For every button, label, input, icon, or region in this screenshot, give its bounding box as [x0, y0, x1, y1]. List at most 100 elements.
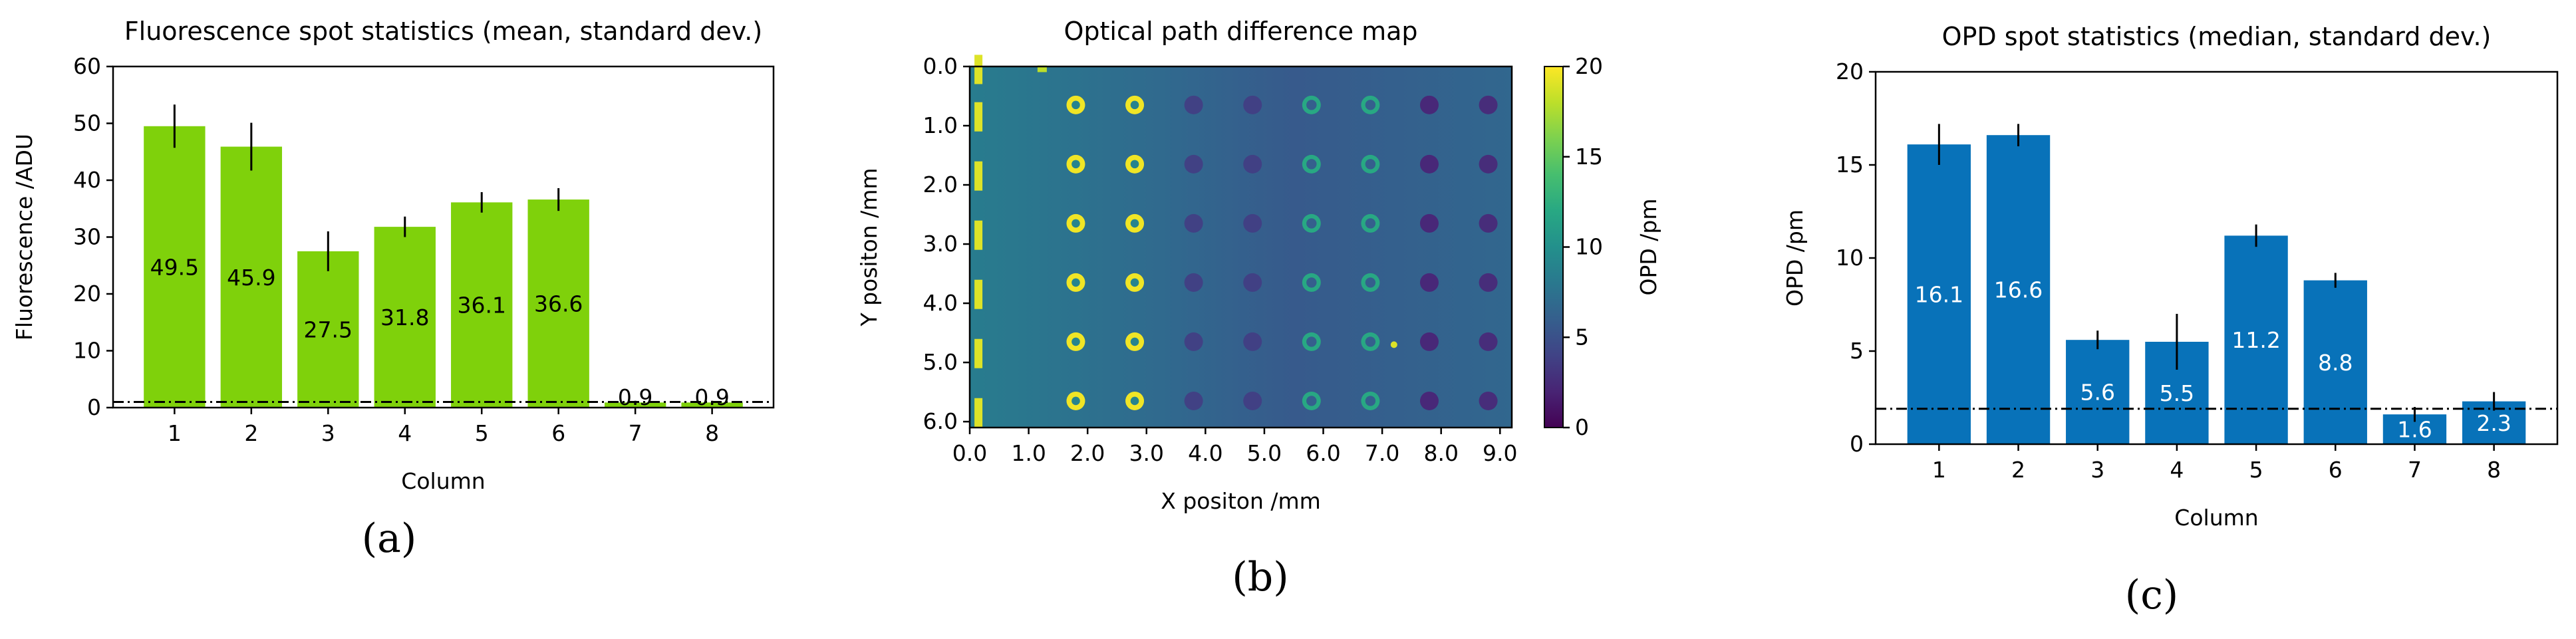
value-label-8: 0.9: [694, 384, 729, 410]
colorbar-tick-label: 5: [1575, 324, 1589, 350]
spot-core-c6-r6: [1365, 396, 1376, 406]
x-axis-label: X positon /mm: [1161, 488, 1321, 514]
spot-c8-r6: [1479, 391, 1498, 410]
edge-feature-5: [974, 279, 983, 309]
spot-core-c5-r5: [1306, 336, 1317, 347]
spot-core-c5-r6: [1306, 396, 1317, 406]
value-label-6: 36.6: [534, 291, 583, 317]
x-tick-label: 3.0: [1129, 440, 1164, 466]
y-tick-label: 20: [1836, 59, 1864, 84]
x-tick-label: 2: [244, 420, 258, 446]
x-tick-label: 7: [2408, 457, 2422, 483]
x-tick-label: 4.0: [1188, 440, 1222, 466]
y-tick-label: 10: [73, 338, 101, 364]
spot-c4-r3: [1243, 213, 1262, 233]
spot-c3-r2: [1184, 154, 1203, 174]
x-tick-label: 5: [475, 420, 489, 446]
spot-core-c5-r3: [1306, 218, 1317, 229]
value-label-1: 49.5: [150, 254, 199, 280]
edge-feature-2: [974, 102, 983, 132]
value-label-5: 36.1: [457, 293, 505, 319]
spot-c8-r3: [1479, 213, 1498, 233]
x-tick-label: 7.0: [1365, 440, 1399, 466]
value-label-8: 2.3: [2476, 410, 2511, 436]
spot-core-c1-r2: [1072, 160, 1080, 169]
y-tick-label: 0: [87, 394, 101, 420]
spot-core-c2-r2: [1130, 160, 1139, 169]
y-tick-label: 20: [73, 281, 101, 307]
value-label-7: 0.9: [618, 384, 652, 410]
spot-c3-r5: [1184, 332, 1203, 351]
bar-4: [374, 227, 436, 408]
edge-feature-3: [974, 161, 983, 191]
x-tick-label: 4: [2170, 457, 2184, 483]
x-tick-label: 8.0: [1423, 440, 1458, 466]
y-tick-label: 15: [1836, 152, 1864, 178]
y-tick-label: 0: [1850, 431, 1864, 457]
value-label-5: 11.2: [2231, 327, 2280, 353]
spot-core-c2-r6: [1130, 396, 1139, 406]
spot-core-c6-r2: [1365, 159, 1376, 170]
spot-core-c6-r5: [1365, 336, 1376, 347]
x-tick-label: 6: [2329, 457, 2343, 483]
spot-core-c5-r4: [1306, 277, 1317, 288]
bar-5: [451, 202, 513, 408]
colorbar-tick-label: 10: [1575, 234, 1603, 260]
y-tick-label: 5.0: [923, 349, 958, 375]
spot-c4-r1: [1243, 95, 1262, 114]
spot-core-c2-r3: [1130, 219, 1139, 228]
edge-feature-1: [974, 55, 983, 84]
spot-c8-r1: [1479, 95, 1498, 114]
value-label-2: 16.6: [1994, 277, 2043, 303]
chart-title: Optical path difference map: [1064, 17, 1417, 46]
spot-c3-r6: [1184, 391, 1203, 410]
spot-core-c6-r4: [1365, 277, 1376, 288]
colorbar-tick-label: 0: [1575, 414, 1589, 440]
value-label-4: 5.5: [2160, 380, 2194, 406]
spot-c8-r4: [1479, 273, 1498, 292]
edge-feature-6: [974, 338, 983, 368]
spot-c7-r3: [1419, 213, 1439, 233]
spot-core-c2-r1: [1130, 100, 1139, 110]
bar-1: [1907, 144, 1971, 444]
y-tick-label: 30: [73, 224, 101, 250]
panel-label: (c): [2125, 572, 2178, 618]
x-tick-label: 3: [321, 420, 335, 446]
bar-8: [681, 402, 743, 408]
spot-c7-r6: [1419, 391, 1439, 410]
bar-2: [220, 146, 283, 408]
colorbar-label: OPD /pm: [1636, 199, 1661, 296]
x-axis-label: Column: [401, 468, 485, 494]
spot-core-c6-r1: [1365, 100, 1376, 110]
bar-1: [144, 126, 206, 408]
x-tick-label: 1: [168, 420, 182, 446]
colorbar-tick-label: 15: [1575, 144, 1603, 170]
y-axis-label: Y positon /mm: [856, 168, 882, 326]
colorbar-tick-label: 20: [1575, 53, 1603, 79]
spot-c7-r1: [1419, 95, 1439, 114]
plot-frame: [1874, 70, 2559, 446]
spot-c3-r1: [1184, 95, 1203, 114]
value-label-1: 16.1: [1915, 282, 1963, 308]
y-tick-label: 60: [73, 53, 101, 79]
spot-c7-r2: [1419, 154, 1439, 174]
value-label-6: 8.8: [2318, 350, 2353, 376]
value-label-3: 27.5: [304, 317, 353, 342]
y-tick-label: 2.0: [923, 172, 958, 197]
x-tick-label: 0.0: [952, 440, 987, 466]
plot-frame: [968, 65, 1513, 429]
value-label-2: 45.9: [227, 265, 275, 291]
spot-c7-r4: [1419, 273, 1439, 292]
spot-core-c5-r1: [1306, 100, 1317, 110]
fluorescence-chart: 49.5 45.9 27.5 31.8 36.1 36.6 0.9 0.9 0 10 20 30 40 5…: [11, 17, 775, 562]
y-tick-label: 40: [73, 167, 101, 193]
panel-label: (a): [362, 515, 417, 562]
x-tick-label: 1.0: [1011, 440, 1046, 466]
bar-3: [2066, 340, 2130, 444]
edge-feature-7: [974, 398, 983, 428]
chart-title: OPD spot statistics (median, standard de…: [1942, 22, 2492, 51]
spot-c4-r2: [1243, 154, 1262, 174]
x-tick-label: 9.0: [1483, 440, 1517, 466]
spot-c8-r5: [1479, 332, 1498, 351]
x-tick-label: 4: [398, 420, 412, 446]
